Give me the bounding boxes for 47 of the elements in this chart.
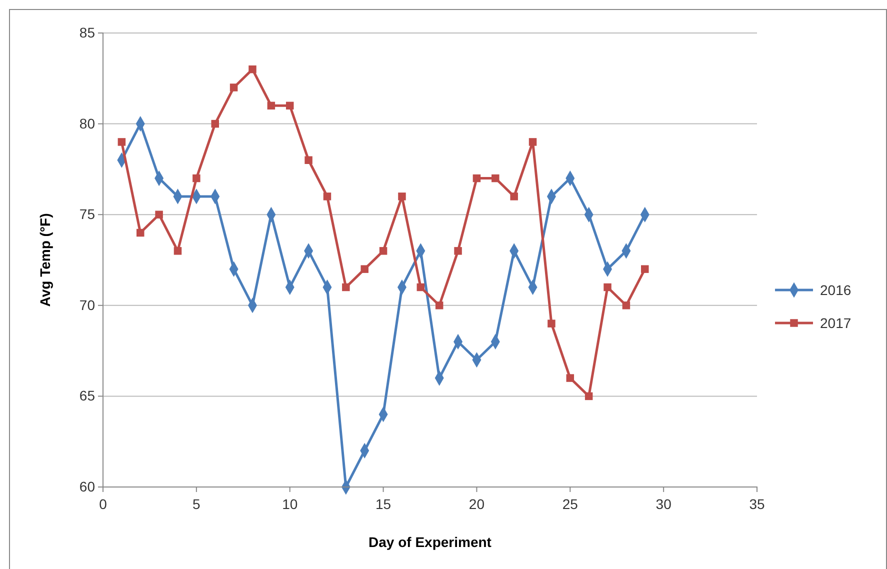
point <box>510 192 518 200</box>
point <box>174 247 182 255</box>
point <box>248 65 256 74</box>
point <box>472 174 481 182</box>
x-axis-title: Day of Experiment <box>368 534 492 550</box>
point <box>622 302 630 310</box>
point <box>604 283 612 292</box>
y-tick-label: 60 <box>79 478 96 494</box>
point <box>398 192 406 200</box>
y-tick-label: 80 <box>79 115 96 132</box>
point <box>342 283 350 292</box>
x-tick-label: 10 <box>282 496 298 512</box>
y-tick-label: 65 <box>79 388 96 404</box>
point <box>360 265 368 273</box>
x-tick-label: 35 <box>749 496 765 512</box>
point <box>211 120 219 128</box>
x-tick-label: 15 <box>375 496 392 512</box>
point <box>155 210 163 218</box>
y-axis-title: Avg Temp (°F) <box>37 213 53 307</box>
x-tick-label: 0 <box>99 496 108 512</box>
point <box>304 156 312 164</box>
point <box>379 247 388 255</box>
point <box>584 392 593 400</box>
x-tick-label: 20 <box>468 496 485 512</box>
y-tick-label: 75 <box>79 206 96 222</box>
legend-label: 2017 <box>820 315 852 331</box>
y-tick-label: 85 <box>79 24 96 40</box>
point <box>641 265 649 273</box>
point <box>267 102 276 110</box>
point <box>192 174 200 182</box>
x-tick-label: 5 <box>192 496 201 512</box>
point <box>323 192 332 200</box>
x-tick-label: 25 <box>562 496 578 512</box>
point <box>136 228 144 237</box>
point <box>492 174 500 182</box>
point <box>118 138 126 146</box>
legend-label: 2016 <box>820 282 852 298</box>
point <box>230 84 238 92</box>
point <box>454 247 462 255</box>
point <box>566 374 574 382</box>
point <box>416 283 425 292</box>
x-tick-label: 30 <box>656 496 672 512</box>
point <box>435 302 444 310</box>
point <box>528 138 537 146</box>
y-tick-label: 70 <box>79 296 96 313</box>
point <box>286 102 294 110</box>
point <box>548 320 556 328</box>
